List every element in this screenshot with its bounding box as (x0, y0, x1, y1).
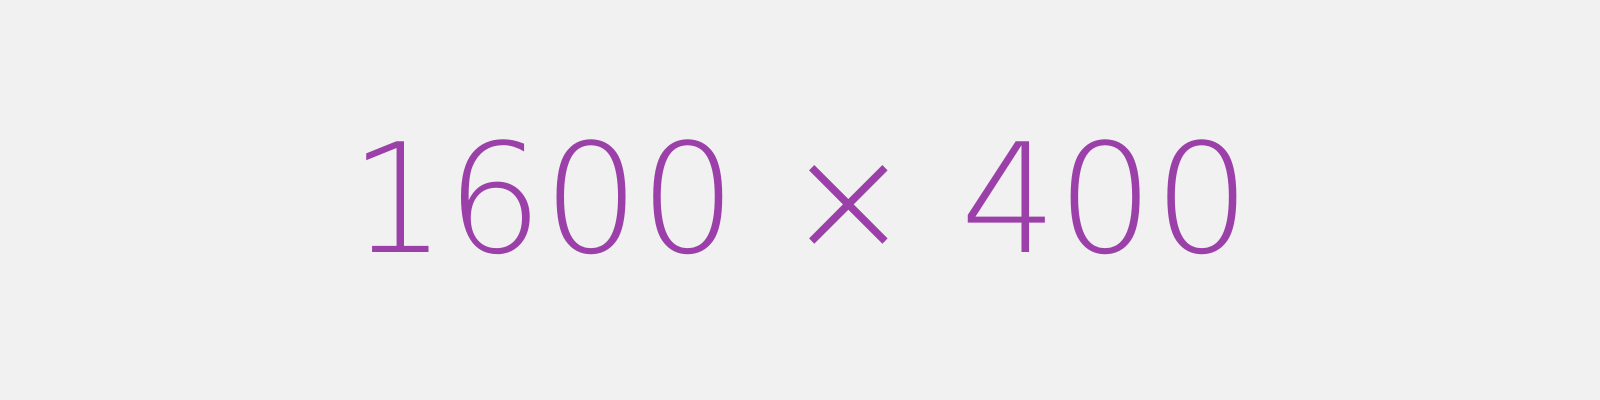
dimension-label: 1600 × 400 (349, 111, 1251, 288)
placeholder-canvas: 1600 × 400 (349, 111, 1251, 288)
